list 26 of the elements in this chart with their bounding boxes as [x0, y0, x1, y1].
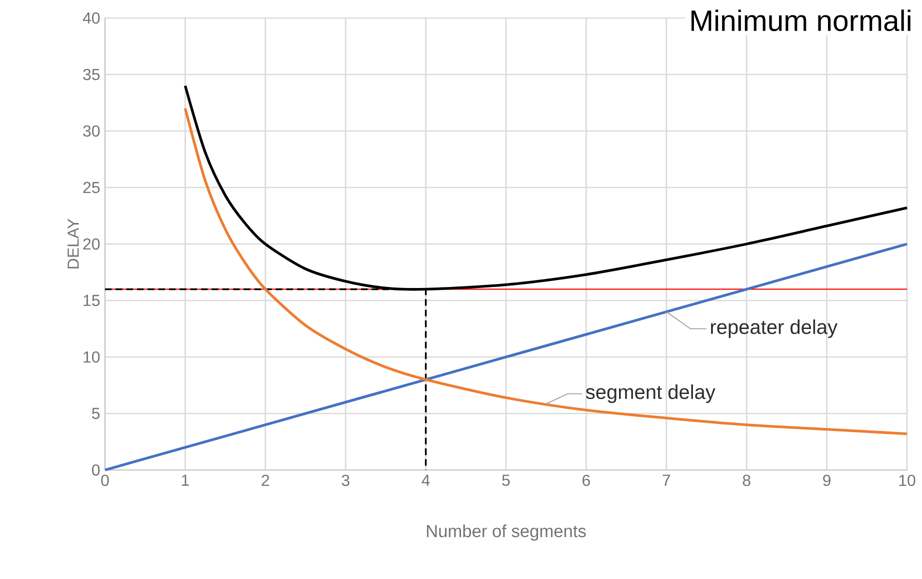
y-tick-label: 30 — [83, 125, 100, 137]
line-series — [184, 107, 908, 436]
x-tick-label: 4 — [422, 474, 430, 486]
y-tick-label: 25 — [83, 182, 100, 194]
y-tick-label: 10 — [84, 351, 100, 363]
y-tick-label: 20 — [83, 238, 100, 250]
x-tick-label: 1 — [182, 474, 189, 486]
x-tick-label: 6 — [582, 474, 590, 486]
y-axis-title: DELAY — [68, 218, 79, 268]
x-tick-label: 5 — [502, 474, 510, 486]
x-tick-label: 3 — [342, 474, 350, 486]
x-tick-label: 7 — [662, 474, 670, 486]
chart-title: Minimum normali — [692, 10, 910, 32]
x-axis-title: Number of segments — [426, 524, 586, 541]
y-tick-label: 5 — [92, 408, 100, 420]
x-tick-label: 9 — [823, 474, 830, 486]
x-tick-label: 0 — [101, 474, 109, 486]
y-tick-label: 15 — [84, 294, 100, 306]
x-tick-label: 8 — [742, 474, 750, 486]
x-tick-label: 2 — [262, 474, 270, 486]
series-label: segment delay — [586, 384, 716, 404]
series-label: repeater delay — [711, 319, 838, 338]
y-tick-label: 40 — [82, 12, 100, 24]
x-tick-label: 10 — [899, 474, 916, 486]
y-tick-label: 0 — [92, 464, 100, 476]
y-tick-label: 35 — [83, 68, 100, 80]
